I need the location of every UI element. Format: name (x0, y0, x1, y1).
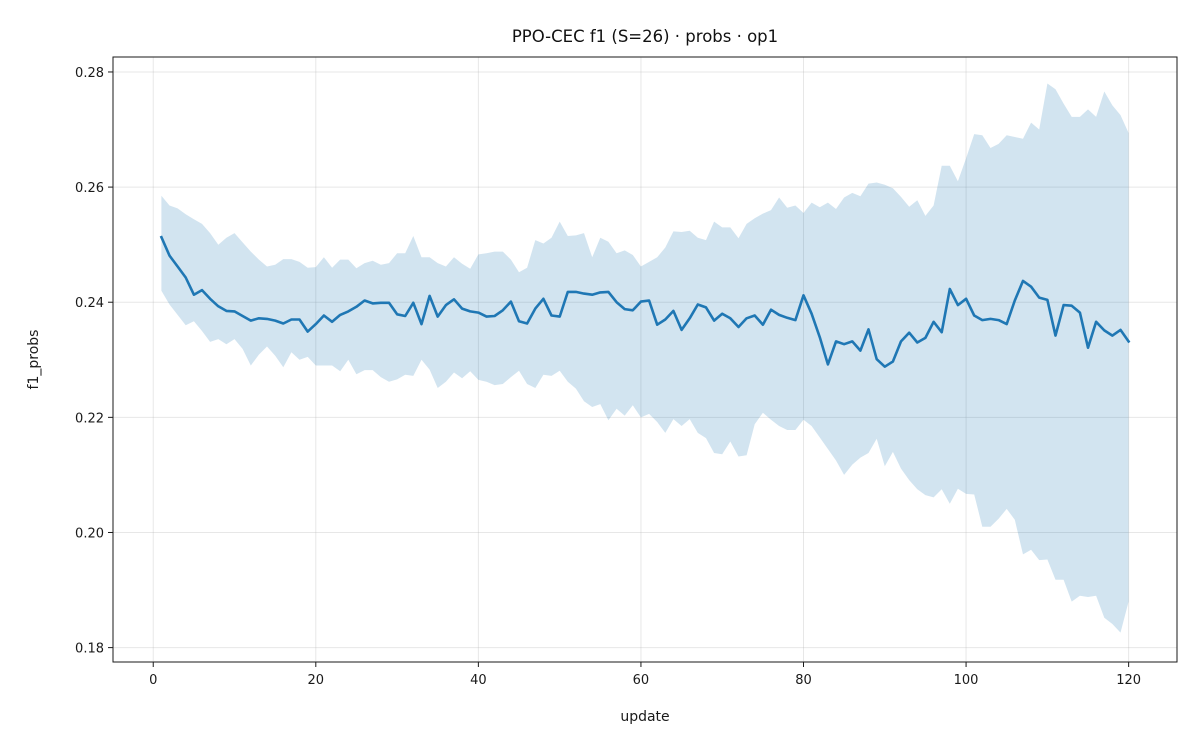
x-tick-label: 120 (1116, 673, 1141, 688)
x-tick-label: 80 (795, 673, 812, 688)
y-axis: 0.18 0.20 0.22 0.24 0.26 0.28 (75, 66, 113, 657)
mean-line (159, 235, 1131, 368)
y-tick-label: 0.26 (75, 181, 104, 196)
plot-area (113, 57, 1177, 662)
x-tick-label: 20 (308, 673, 325, 688)
mean-series-line (159, 235, 1131, 368)
y-tick-label: 0.24 (75, 296, 104, 311)
y-tick-label: 0.20 (75, 526, 104, 541)
x-tick-label: 100 (954, 673, 979, 688)
std-band-area (161, 83, 1129, 633)
y-tick-label: 0.22 (75, 411, 104, 426)
y-tick-label: 0.18 (75, 642, 104, 657)
x-tick-label: 0 (149, 673, 157, 688)
x-axis-label: update (620, 709, 669, 725)
confidence-band (161, 83, 1129, 633)
x-tick-label: 60 (633, 673, 650, 688)
y-axis-label: f1_probs (26, 330, 42, 390)
plot-frame (112, 56, 1178, 663)
chart-title: PPO-CEC f1 (S=26) · probs · op1 (512, 27, 778, 46)
x-axis: 0 20 40 60 80 100 120 (149, 662, 1141, 688)
y-tick-label: 0.28 (75, 66, 104, 81)
x-tick-label: 40 (470, 673, 487, 688)
